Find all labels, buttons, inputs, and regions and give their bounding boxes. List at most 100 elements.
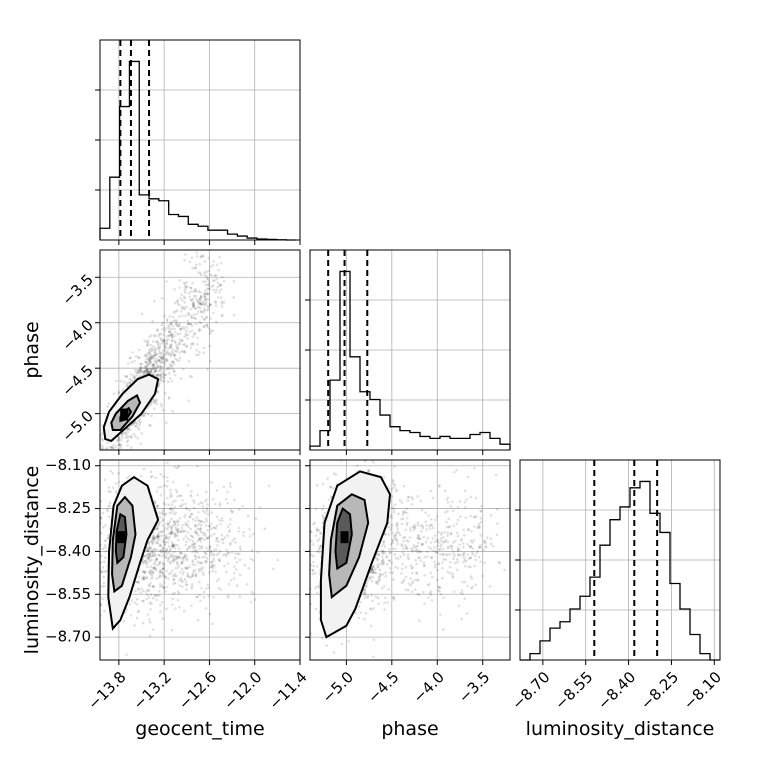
scatter-point	[170, 531, 174, 534]
scatter-point	[147, 371, 151, 374]
scatter-point	[150, 551, 153, 554]
scatter-point	[214, 274, 217, 278]
scatter-point	[318, 550, 321, 554]
scatter-point	[460, 589, 464, 592]
scatter-point	[174, 330, 177, 334]
scatter-point	[133, 375, 137, 378]
scatter-point	[198, 528, 201, 531]
scatter-point	[184, 579, 188, 583]
scatter-point	[166, 526, 170, 529]
scatter-point	[455, 531, 459, 535]
x-tick-label-phase-3: −3.5	[455, 668, 493, 706]
scatter-point	[170, 541, 174, 544]
scatter-point	[156, 563, 159, 567]
scatter-point	[471, 541, 474, 544]
scatter-point	[176, 302, 180, 306]
scatter-point	[383, 545, 387, 548]
scatter-point	[146, 343, 149, 347]
scatter-point	[225, 554, 228, 557]
scatter-point	[384, 571, 387, 574]
scatter-point	[164, 536, 168, 540]
y-tick-label-phase-1: −4.5	[59, 361, 97, 399]
scatter-point	[162, 568, 165, 571]
scatter-point	[75, 568, 78, 571]
scatter-point	[143, 371, 147, 375]
scatter-point	[153, 351, 157, 355]
panel-frame	[309, 459, 511, 661]
scatter-point	[155, 402, 159, 406]
scatter-point	[491, 544, 495, 548]
scatter-point	[432, 549, 435, 553]
scatter-point	[419, 559, 423, 562]
scatter-point	[395, 522, 399, 525]
scatter-point	[283, 548, 286, 551]
scatter-point	[329, 496, 333, 499]
scatter-point	[148, 584, 151, 588]
scatter-point	[151, 541, 154, 545]
scatter-point	[177, 464, 181, 468]
scatter-point	[68, 562, 71, 565]
scatter-point	[145, 371, 149, 374]
scatter-point	[148, 634, 152, 638]
scatter-point	[488, 585, 492, 588]
scatter-point	[172, 543, 175, 547]
scatter-point	[148, 362, 151, 366]
scatter-point	[186, 572, 190, 575]
scatter-point	[390, 561, 394, 565]
scatter-point	[194, 530, 197, 534]
scatter-point	[171, 360, 175, 364]
scatter-point	[177, 465, 180, 469]
scatter-point	[216, 281, 220, 284]
scatter-point	[176, 528, 179, 532]
scatter-point	[437, 548, 441, 551]
scatter-point	[117, 438, 121, 441]
scatter-point	[132, 374, 135, 377]
scatter-point	[451, 509, 455, 513]
scatter-point	[289, 557, 292, 560]
scatter-point	[93, 521, 96, 524]
scatter-point	[101, 547, 105, 550]
scatter-point	[158, 379, 162, 382]
scatter-point	[191, 574, 195, 577]
scatter-point	[79, 560, 82, 563]
scatter-point	[215, 489, 219, 492]
scatter-point	[158, 544, 162, 548]
scatter-point	[104, 549, 108, 553]
scatter-point	[144, 361, 148, 364]
scatter-point	[159, 376, 163, 380]
scatter-point	[164, 392, 167, 395]
scatter-point	[162, 371, 165, 375]
scatter-point	[414, 549, 417, 552]
scatter-point	[468, 544, 471, 548]
scatter-point	[126, 444, 129, 447]
scatter-point	[480, 505, 483, 508]
scatter-point	[207, 284, 211, 287]
scatter-point	[476, 526, 480, 529]
scatter-point	[168, 508, 172, 511]
scatter-point	[219, 283, 223, 287]
scatter-point	[158, 561, 161, 565]
scatter-point	[181, 299, 184, 302]
scatter-point	[456, 546, 460, 550]
scatter-point	[155, 548, 159, 552]
scatter-point	[155, 357, 158, 361]
scatter-point	[134, 589, 137, 593]
scatter-point	[367, 469, 370, 473]
scatter-point	[208, 273, 212, 276]
scatter-point	[150, 367, 154, 371]
scatter-point	[115, 454, 118, 457]
scatter-point	[137, 580, 140, 584]
scatter-point	[133, 601, 137, 605]
scatter-point	[158, 560, 162, 564]
scatter-point	[73, 519, 76, 522]
scatter-point	[208, 525, 212, 528]
scatter-point	[198, 593, 201, 597]
scatter-point	[201, 509, 205, 513]
scatter-point	[173, 546, 177, 550]
scatter-point	[191, 305, 195, 309]
scatter-point	[479, 543, 483, 547]
scatter-point	[163, 373, 166, 377]
scatter-point	[103, 544, 107, 547]
scatter-point	[419, 529, 423, 533]
scatter-point	[145, 554, 148, 558]
